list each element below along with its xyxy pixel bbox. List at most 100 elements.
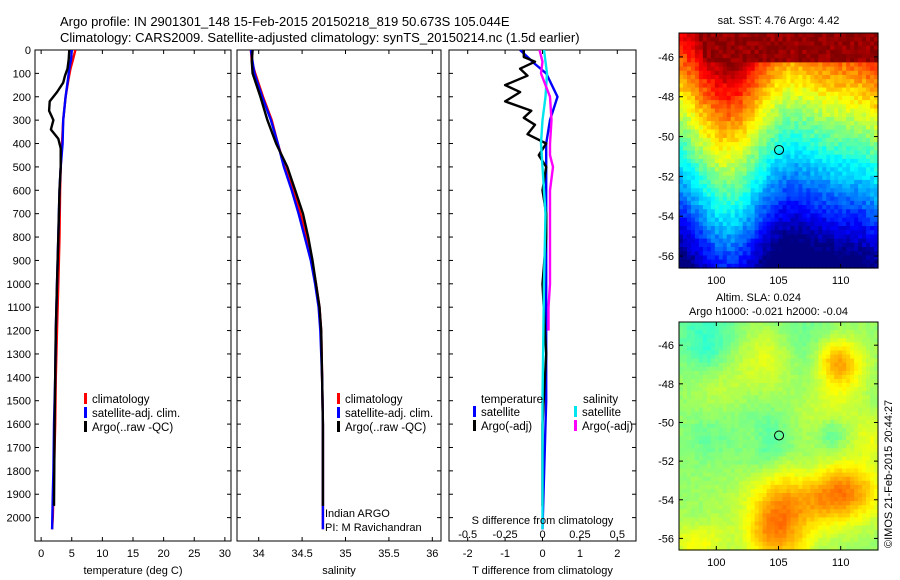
map-cell [750,440,756,445]
map-cell [714,41,720,47]
map-cell [810,33,815,38]
map-cell [858,108,863,114]
map-cell [822,263,827,269]
map-cell [834,322,839,327]
map-cell [758,163,764,168]
map-cell [854,121,859,126]
map-cell [806,460,811,466]
map-cell [682,431,688,437]
map-cell [818,83,823,89]
map-cell [706,338,712,343]
map-cell [838,472,843,478]
map-cell [774,411,780,417]
map-cell [710,33,716,38]
map-cell [734,167,740,173]
map-cell [690,263,696,269]
map-cell [866,184,871,189]
map-cell [718,154,724,160]
map-cell [818,464,823,470]
map-cell [786,427,792,433]
map-cell [818,444,823,449]
map-cell [758,184,764,189]
map-cell [802,242,807,248]
map-cell [806,334,811,339]
map-cell [686,192,692,198]
map-cell [790,209,796,215]
map-cell [850,188,855,194]
map-cell [734,255,740,261]
map-cell [754,150,760,156]
map-cell [782,440,788,445]
map-cell [734,62,740,68]
map-cell [834,354,839,360]
map-cell [798,33,803,38]
map-cell [822,427,827,433]
map-cell [722,370,728,376]
map-cell [746,129,752,135]
map-cell [874,238,879,244]
map-cell [838,358,843,364]
map-cell [810,87,815,93]
map-cell [790,387,796,392]
map-cell [794,100,799,105]
map-cell [718,221,724,227]
map-cell [710,358,716,364]
map-cell [682,238,688,244]
map-cell [694,221,700,227]
map-cell [790,196,796,202]
map-cell [794,354,799,360]
map-cell [686,322,692,327]
map-cell [698,350,704,356]
map-cell [734,403,740,409]
map-cell [842,436,847,441]
map-cell [826,213,831,219]
map-cell [754,346,760,352]
map-cell [742,346,748,352]
map-cell [690,209,696,215]
map-cell [726,334,732,339]
map-cell [730,53,736,59]
map-cell [862,62,867,68]
map-cell [862,221,867,227]
map-cell [714,452,720,457]
map-cell [830,354,835,360]
map-cell [770,175,776,181]
map-cell [710,464,716,470]
map-cell [750,444,756,449]
map-cell [834,188,839,194]
map-cell [830,259,835,265]
map-cell [686,472,692,478]
map-cell [790,399,796,405]
y-tick-label: -50 [658,132,674,144]
map-cell [774,407,780,413]
map-cell [826,66,831,72]
map-cell [830,391,835,396]
map-cell [679,100,684,105]
map-cell [710,121,716,126]
map-cell [690,468,696,474]
map-cell [862,346,867,352]
map-cell [870,70,875,76]
map-cell [766,188,772,194]
map-cell [754,383,760,388]
map-cell [726,142,732,147]
map-cell [714,83,720,89]
map-cell [782,464,788,470]
map-cell [814,213,819,219]
map-cell [702,49,708,55]
map-cell [850,259,855,265]
map-cell [822,41,827,47]
map-cell [690,452,696,457]
map-cell [866,112,871,118]
map-cell [854,259,859,265]
map-cell [818,112,823,118]
map-cell [786,464,792,470]
map-cell [694,188,700,194]
map-cell [846,179,851,185]
map-cell [834,427,839,433]
map-cell [750,419,756,425]
map-cell [762,83,768,89]
map-cell [826,354,831,360]
map-cell [854,87,859,93]
map-cell [798,263,803,269]
